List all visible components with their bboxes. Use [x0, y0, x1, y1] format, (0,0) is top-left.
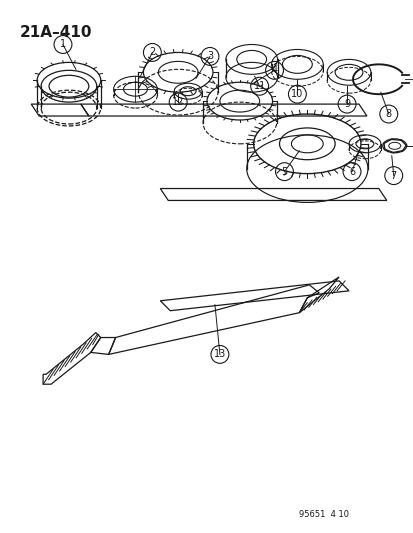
Text: 11: 11 [253, 81, 265, 91]
Text: 21A–410: 21A–410 [19, 25, 92, 39]
Text: 1: 1 [60, 39, 66, 50]
Text: 4: 4 [271, 66, 277, 75]
Text: 9: 9 [343, 99, 349, 109]
Text: 12: 12 [171, 97, 184, 107]
Text: 13: 13 [213, 350, 225, 359]
Text: 2: 2 [149, 47, 155, 58]
Text: 8: 8 [385, 109, 391, 119]
Text: 10: 10 [291, 89, 303, 99]
Text: 6: 6 [348, 167, 354, 176]
Text: 95651  4 10: 95651 4 10 [299, 510, 349, 519]
Text: 3: 3 [206, 51, 213, 61]
Text: 5: 5 [281, 167, 287, 176]
Text: 7: 7 [390, 171, 396, 181]
